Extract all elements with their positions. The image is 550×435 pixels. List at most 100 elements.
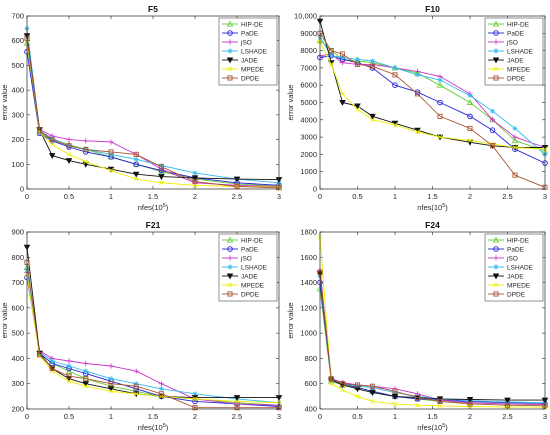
x-tick-label: 0 (25, 412, 29, 421)
data-point (467, 401, 473, 407)
x-tick-label: 3 (277, 192, 281, 201)
series-line (26, 38, 280, 189)
y-tick-label: 300 (11, 379, 24, 388)
x-tick-label: 0 (318, 412, 322, 421)
y-tick-label: 1200 (300, 303, 317, 312)
y-tick-label: 700 (11, 278, 24, 287)
chart-title: F5 (148, 4, 158, 14)
chart-f5: 0 0.5 1 1.5 2 2.5 3 0 100 200 300 400 500 600 700 F5 nfe… (0, 4, 283, 212)
data-point (83, 376, 89, 382)
legend-item-hip-de: HIP-DE (222, 236, 264, 244)
legend-marker (227, 66, 233, 72)
series-dpde (317, 269, 548, 409)
data-point (65, 158, 73, 165)
data-point (489, 108, 496, 114)
data-point (504, 402, 511, 408)
y-tick-label: 0 (20, 185, 24, 194)
x-axis-label: nfes(105) (138, 423, 169, 432)
legend-box (218, 233, 278, 302)
data-point (414, 72, 421, 78)
data-point (133, 161, 139, 168)
y-tick-label: 800 (304, 354, 317, 363)
legend-marker (226, 273, 234, 280)
legend-marker (227, 246, 233, 252)
legend-label: JADE (241, 273, 258, 280)
y-tick-label: 7000 (300, 63, 317, 72)
series-line (319, 41, 546, 150)
legend-marker (226, 20, 234, 27)
data-point (355, 393, 360, 399)
legend-item-hip-de: HIP-DE (488, 236, 530, 244)
data-point (437, 99, 443, 106)
data-point (37, 129, 42, 135)
x-tick-label: 3 (543, 192, 547, 201)
legend-label: LSHADE (241, 48, 268, 55)
legend-label: MPEDE (507, 282, 531, 289)
legend-label: PaDE (241, 246, 259, 253)
chart-f24: 0 0.5 1 1.5 2 2.5 3 400 600 800 1000 1200 1400 1600 18… (286, 220, 549, 432)
data-point (466, 397, 474, 403)
y-tick-label: 0 (313, 185, 317, 194)
legend-label: DPDE (241, 75, 260, 82)
y-tick-label: 1800 (300, 228, 317, 237)
data-point (49, 137, 55, 143)
data-point (107, 386, 115, 393)
data-point (355, 107, 360, 112)
y-tick-label: 1600 (300, 253, 317, 262)
legend-box (484, 233, 544, 302)
legend-item-pade: PaDE (488, 246, 525, 253)
data-point (369, 390, 376, 396)
legend-item-jso: jSO (222, 255, 252, 262)
legend-label: PaDE (241, 30, 259, 37)
data-point (504, 397, 511, 404)
legend-label: jSO (506, 255, 518, 262)
legend-label: MPEDE (241, 66, 265, 73)
data-point (83, 368, 89, 374)
legend-label: jSO (240, 255, 252, 262)
series-mpede (317, 39, 548, 152)
y-tick-label: 100 (11, 160, 24, 169)
x-tick-label: 1 (393, 412, 397, 421)
y-tick-label: 5000 (300, 98, 317, 107)
data-point (512, 145, 518, 150)
data-point (339, 60, 346, 66)
data-point (392, 65, 398, 71)
y-tick-label: 1000 (300, 329, 317, 338)
data-point (192, 405, 198, 411)
data-point (369, 63, 376, 69)
legend-label: HIP-DE (507, 21, 530, 28)
legend-item-hip-de: HIP-DE (488, 20, 530, 28)
legend-item-jade: JADE (488, 57, 524, 64)
data-point (391, 393, 399, 400)
x-tick-label: 0.5 (64, 412, 74, 421)
legend-item-jso: jSO (222, 39, 252, 46)
data-point (392, 82, 398, 88)
data-point (192, 396, 198, 402)
legend-label: PaDE (507, 246, 525, 253)
data-point (354, 56, 361, 62)
legend-marker (492, 20, 500, 27)
data-point (49, 135, 55, 141)
legend-item-pade: PaDE (222, 30, 259, 37)
data-point (234, 183, 240, 190)
legend-marker (227, 264, 233, 270)
y-tick-label: 200 (11, 135, 24, 144)
legend-item-pade: PaDE (488, 30, 525, 37)
legend-item-dpde: DPDE (222, 291, 260, 298)
data-point (49, 142, 55, 147)
data-point (512, 172, 518, 178)
data-point (354, 383, 361, 389)
y-tick-label: 2000 (300, 150, 317, 159)
legend-marker (493, 291, 499, 297)
data-point (392, 401, 398, 407)
legend-marker (493, 66, 499, 72)
legend-item-mpede: MPEDE (488, 66, 531, 73)
data-point (133, 391, 139, 397)
y-tick-label: 600 (304, 379, 317, 388)
legend-box (218, 17, 278, 86)
x-tick-label: 3 (277, 412, 281, 421)
y-tick-label: 3000 (300, 133, 317, 142)
data-point (159, 180, 164, 186)
data-point (339, 51, 346, 57)
data-point (192, 170, 198, 176)
